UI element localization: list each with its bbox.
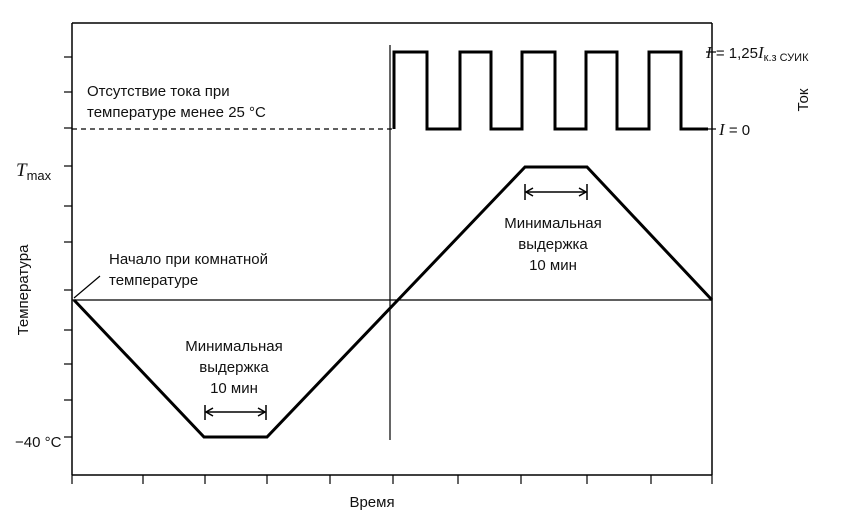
bottom-ticks [71, 475, 713, 484]
dwell-arrow-high [524, 184, 588, 200]
note-no-current: Отсутствие тока при температуре менее 25… [87, 83, 266, 121]
svg-text:Начало при комнатной: Начало при комнатной [109, 251, 268, 268]
svg-text:выдержка: выдержка [199, 359, 269, 376]
start-leader-line [73, 275, 101, 299]
svg-text:Минимальная: Минимальная [185, 338, 283, 355]
y-axis-label-right: Ток [795, 88, 812, 111]
right-ticks [706, 51, 716, 130]
current-pulse-train [392, 50, 708, 131]
dwell-arrow-low [204, 405, 267, 420]
svg-text:10 мин: 10 мин [210, 380, 258, 397]
minus-40-label: −40 °C [15, 434, 62, 451]
svg-text:Минимальная: Минимальная [504, 215, 602, 232]
note-dwell-low: Минимальная выдержка 10 мин [185, 338, 283, 397]
y-axis-label-left: Температура [15, 244, 32, 336]
svg-text:температуре: температуре [109, 272, 198, 289]
svg-text:10 мин: 10 мин [529, 257, 577, 274]
x-axis-label: Время [349, 494, 394, 511]
svg-text:выдержка: выдержка [518, 236, 588, 253]
current-high-label: I = 1,25Iк.з СУИК [705, 43, 809, 64]
svg-text:Отсутствие тока при: Отсутствие тока при [87, 83, 230, 100]
t-max-label: Tmax [16, 160, 52, 183]
current-zero-label: I = 0 [718, 120, 750, 139]
note-start: Начало при комнатной температуре [109, 251, 268, 289]
note-dwell-high: Минимальная выдержка 10 мин [504, 215, 602, 274]
temperature-profile [72, 165, 714, 439]
svg-text:температуре менее 25 °C: температуре менее 25 °C [87, 104, 266, 121]
left-ticks [64, 56, 72, 438]
